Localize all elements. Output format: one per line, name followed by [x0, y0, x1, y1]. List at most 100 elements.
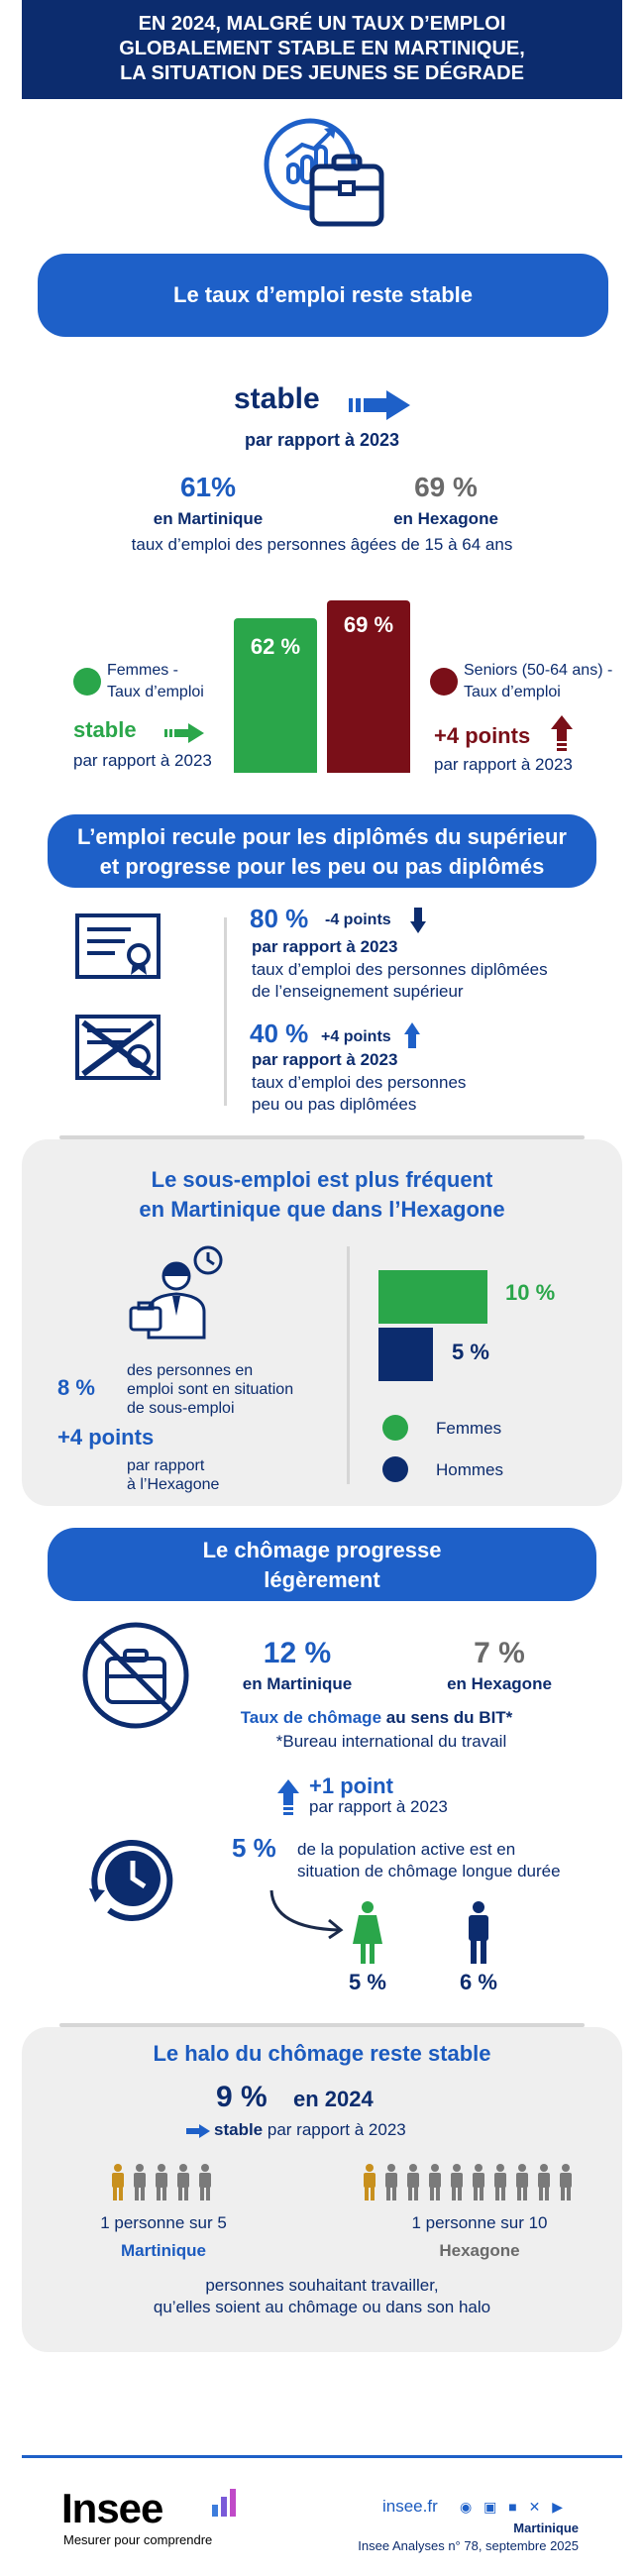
low-diploma-desc: taux d’emploi des personnes peu ou pas d…: [252, 1072, 569, 1116]
insee-tagline: Mesurer pour comprendre: [63, 2532, 213, 2547]
bluesky-icon[interactable]: ◉: [460, 2499, 473, 2515]
banner-graduates-line-1: L’emploi recule pour les diplômés du sup…: [77, 824, 567, 849]
person-icon: [385, 2164, 397, 2200]
people-martinique: [109, 2164, 228, 2203]
unemployment-change-sub: par rapport à 2023: [309, 1797, 448, 1816]
person-icon: [407, 2164, 419, 2200]
person-icon: [177, 2164, 189, 2200]
banner-unemployment-line-1: Le chômage progresse: [202, 1538, 442, 1562]
halo-stable: stable par rapport à 2023: [214, 2120, 472, 2140]
seniors-label-line-1: Seniors (50-64 ans) -: [464, 662, 613, 679]
seniors-trend-sub: par rapport à 2023: [434, 755, 573, 774]
person-icon: [199, 2164, 211, 2200]
long-term-desc-line-1: de la population active est en: [297, 1840, 516, 1859]
person-icon: [429, 2164, 441, 2200]
employment-caption: taux d’emploi des personnes âgées de 15 …: [131, 535, 513, 554]
graduates-divider: [224, 917, 227, 1106]
linkedin-icon[interactable]: ■: [508, 2499, 517, 2515]
worker-clock-icon: [129, 1245, 223, 1340]
unemployment-caption-main: Taux de chômage: [240, 1708, 382, 1727]
underemployment-title: Le sous-emploi est plus fréquent en Mart…: [59, 1165, 585, 1225]
unemployment-caption: Taux de chômage au sens du BIT*: [178, 1708, 575, 1728]
halo-caption-line-2: qu’elles soient au chômage ou dans son h…: [153, 2298, 491, 2316]
women-label-line-2: Taux d’emploi: [107, 684, 204, 700]
underemployment-desc-line-1: des personnes en: [127, 1362, 254, 1379]
separator: [59, 1135, 585, 1139]
banner-employment-stable: Le taux d’emploi reste stable: [38, 254, 608, 337]
chart-briefcase-icon: [264, 118, 384, 227]
insee-site-link[interactable]: insee.fr: [382, 2497, 438, 2516]
legend-women: Femmes: [436, 1419, 502, 1438]
social-icons: ◉ ▣ ■ ✕ ▶: [460, 2499, 589, 2517]
low-diploma-sub: par rapport à 2023: [252, 1050, 398, 1069]
halo-caption-line-1: personnes souhaitant travailler,: [205, 2276, 439, 2295]
underemployment-desc-line-3: de sous-emploi: [127, 1400, 235, 1417]
underemployment-divider: [347, 1246, 350, 1484]
long-term-desc: de la population active est en situation…: [297, 1839, 614, 1882]
women-employment-bar: 62 %: [234, 618, 317, 773]
halo-stable-sub: par rapport à 2023: [267, 2120, 406, 2139]
seniors-employment-bar: 69 %: [327, 600, 410, 773]
underemployment-title-line-2: en Martinique que dans l’Hexagone: [139, 1197, 505, 1222]
person-icon: [516, 2164, 528, 2200]
arrow-right-green-icon: [164, 723, 204, 743]
halo-martinique-label: Martinique: [121, 2241, 206, 2260]
footer-publication: Insee Analyses n° 78, septembre 2025: [358, 2538, 579, 2553]
halo-value: 9 %: [216, 2081, 268, 2113]
unemployment-hexagone-label: en Hexagone: [447, 1674, 552, 1693]
underemployment-men-value: 5 %: [452, 1340, 489, 1364]
man-icon: [469, 1901, 488, 1964]
person-highlight-icon: [112, 2164, 124, 2200]
underemployment-change-sub-line-2: à l’Hexagone: [127, 1476, 220, 1493]
halo-title: Le halo du chômage reste stable: [153, 2041, 491, 2066]
underemployment-women-value: 10 %: [505, 1280, 556, 1305]
unemployment-hexagone-value: 7 %: [474, 1637, 525, 1669]
legend-men-dot: [382, 1456, 408, 1482]
martinique-label: en Martinique: [153, 509, 264, 528]
unemployment-martinique-value: 12 %: [263, 1637, 332, 1669]
woman-icon: [353, 1901, 382, 1964]
legend-women-dot: [382, 1415, 408, 1441]
banner-graduates: L’emploi recule pour les diplômés du sup…: [48, 814, 596, 888]
youtube-icon[interactable]: ▶: [552, 2499, 563, 2515]
hexagone-label: en Hexagone: [393, 509, 498, 528]
long-term-desc-line-2: situation de chômage longue durée: [297, 1862, 561, 1880]
underemployment-change-sub-line-1: par rapport: [127, 1457, 205, 1474]
low-diploma-value: 40 %: [250, 1019, 309, 1048]
arrow-up-red-icon: [551, 715, 573, 751]
insee-logo-bars-icon: [212, 2489, 236, 2517]
instagram-icon[interactable]: ▣: [483, 2499, 497, 2515]
underemployment-value: 8 %: [57, 1375, 95, 1400]
person-icon: [451, 2164, 463, 2200]
graduates-sub: par rapport à 2023: [252, 937, 398, 956]
no-briefcase-icon: [82, 1622, 189, 1729]
halo-martinique-ratio: 1 personne sur 5: [100, 2213, 227, 2232]
underemployment-women-bar: [378, 1270, 487, 1324]
halo-stable-word: stable: [214, 2120, 264, 2139]
graduates-change: -4 points: [325, 912, 391, 928]
title-line-3: LA SITUATION DES JEUNES SE DÉGRADE: [120, 62, 524, 84]
separator-2: [59, 2023, 585, 2027]
x-icon[interactable]: ✕: [528, 2499, 541, 2515]
underemployment-change: +4 points: [57, 1425, 155, 1449]
graduates-desc-line-1: taux d’emploi des personnes diplômées: [252, 960, 548, 979]
underemployment-card: [22, 1139, 622, 1506]
person-icon: [473, 2164, 484, 2200]
page-title: EN 2024, MALGRÉ UN TAUX D’EMPLOI GLOBALE…: [22, 0, 622, 99]
insee-logo: Insee: [61, 2485, 163, 2531]
legend-men: Hommes: [436, 1460, 504, 1479]
low-diploma-desc-line-2: peu ou pas diplômées: [252, 1095, 417, 1114]
underemployment-change-sub: par rapport à l’Hexagone: [127, 1456, 266, 1494]
women-trend-sub: par rapport à 2023: [73, 751, 212, 770]
halo-year: en 2024: [293, 2087, 374, 2111]
halo-hexagone-label: Hexagone: [439, 2241, 520, 2260]
footer-rule: [22, 2455, 622, 2458]
title-line-1: EN 2024, MALGRÉ UN TAUX D’EMPLOI: [138, 13, 506, 35]
women-label-line-1: Femmes -: [107, 662, 178, 679]
underemployment-men-bar: [378, 1328, 433, 1381]
unemployment-change: +1 point: [309, 1773, 393, 1798]
title-line-2: GLOBALEMENT STABLE EN MARTINIQUE,: [119, 38, 525, 59]
women-legend-dot: [73, 668, 101, 696]
stable-label: stable: [234, 382, 320, 415]
person-icon: [134, 2164, 146, 2200]
